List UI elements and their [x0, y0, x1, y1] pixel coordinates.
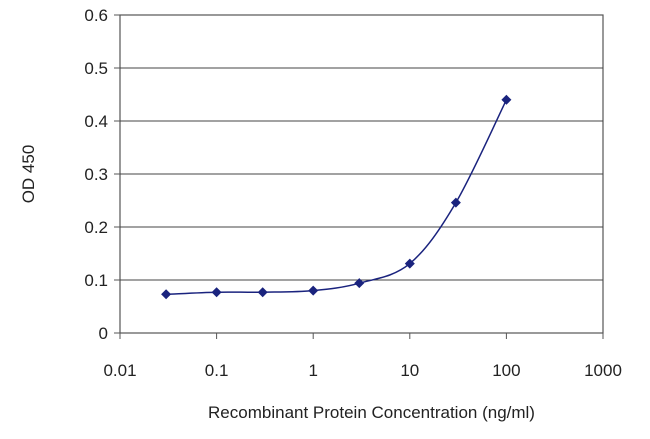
- y-tick-label: 0.6: [84, 6, 108, 25]
- x-axis-ticks: 0.01 0.1 1 10 100 1000: [103, 333, 622, 380]
- x-tick-label: 0.01: [103, 361, 136, 380]
- data-point: [501, 94, 512, 105]
- x-tick-label: 100: [492, 361, 520, 380]
- y-tick-label: 0.2: [84, 218, 108, 237]
- x-tick-label: 10: [400, 361, 419, 380]
- data-point: [308, 285, 319, 296]
- y-tick-label: 0.1: [84, 271, 108, 290]
- x-axis-title: Recombinant Protein Concentration (ng/ml…: [208, 403, 535, 422]
- y-tick-label: 0.3: [84, 165, 108, 184]
- data-point: [354, 278, 365, 289]
- data-point: [211, 287, 222, 298]
- grid-lines: [120, 67, 603, 281]
- data-point: [257, 287, 268, 298]
- x-tick-label: 1000: [584, 361, 622, 380]
- x-tick-label: 0.1: [205, 361, 229, 380]
- y-tick-label: 0: [99, 324, 108, 343]
- data-point: [161, 289, 172, 300]
- y-axis-title: OD 450: [19, 145, 38, 204]
- data-points: [161, 94, 512, 300]
- y-tick-label: 0.4: [84, 112, 108, 131]
- data-point: [404, 258, 415, 269]
- data-point: [450, 197, 461, 208]
- y-tick-label: 0.5: [84, 59, 108, 78]
- y-axis-ticks: 0 0.1 0.2 0.3 0.4 0.5 0.6: [84, 6, 120, 343]
- x-tick-label: 1: [308, 361, 317, 380]
